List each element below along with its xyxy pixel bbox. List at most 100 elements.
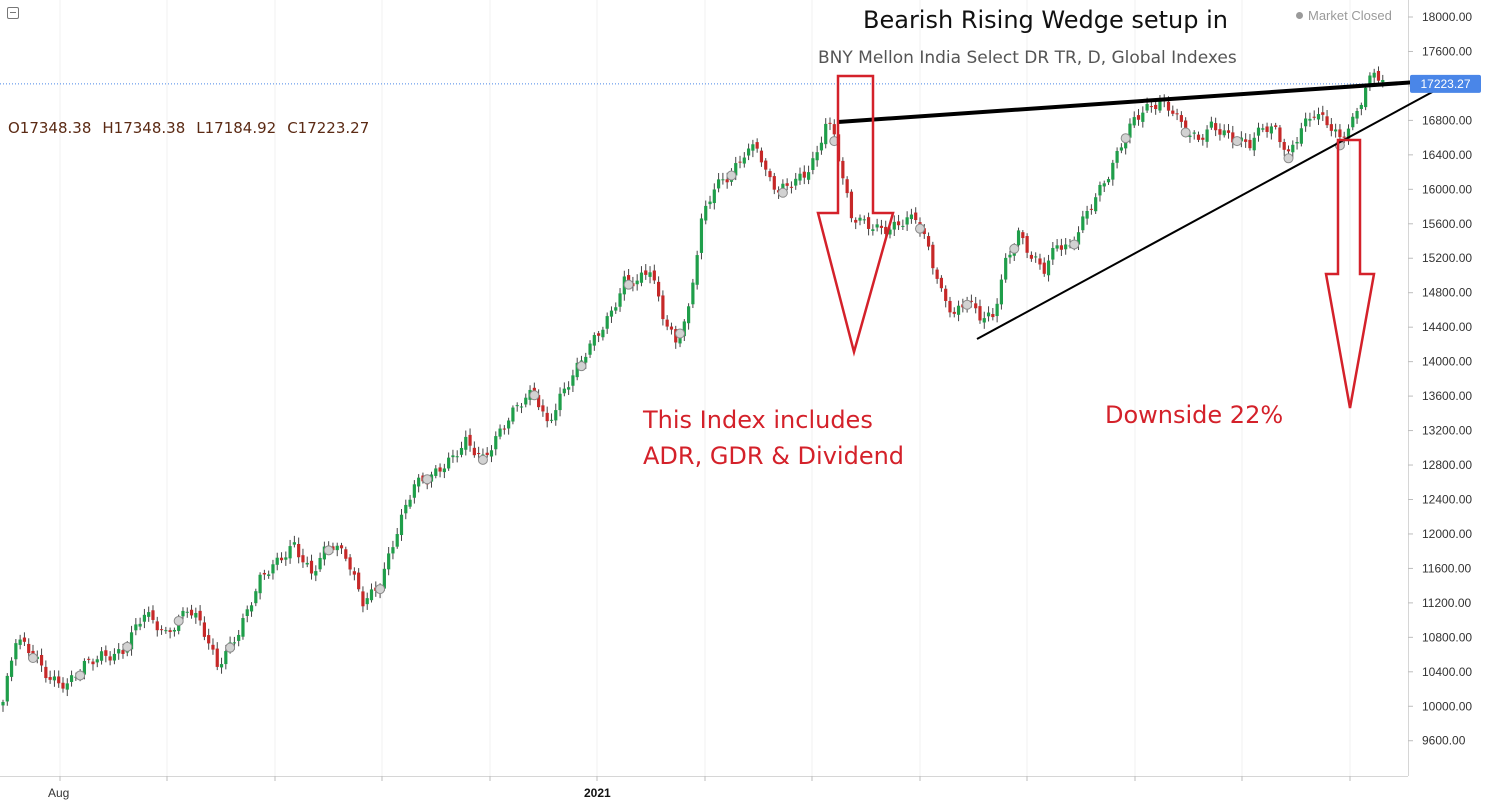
candle-body	[806, 172, 811, 180]
candle-body	[1338, 129, 1342, 138]
candle-body	[712, 189, 716, 204]
candle-body	[789, 186, 794, 188]
candle-body	[952, 311, 956, 314]
candle-body	[1312, 116, 1316, 118]
candle-body	[1076, 232, 1081, 245]
chart-title: Bearish Rising Wedge setup in	[863, 6, 1228, 34]
candle-body	[515, 405, 519, 407]
candle-body	[1325, 116, 1329, 126]
candle-body	[815, 152, 819, 161]
index-note-line-2: ADR, GDR & Dividend	[643, 442, 905, 470]
candle-body	[999, 279, 1004, 305]
event-marker	[1283, 153, 1294, 164]
candle-body	[344, 549, 348, 559]
candle-body	[888, 229, 892, 235]
candle-body	[348, 557, 352, 570]
candle-body	[1175, 113, 1179, 115]
candle-body	[104, 650, 108, 656]
candle-body	[772, 176, 776, 190]
candle-body	[798, 173, 802, 181]
candle-body	[129, 632, 134, 650]
collapse-icon[interactable]	[7, 7, 19, 19]
status-dot-icon	[1296, 12, 1303, 19]
candle-body	[1308, 118, 1312, 121]
candle-body	[1218, 129, 1222, 135]
candle-body	[1046, 260, 1051, 276]
candle-body	[322, 546, 326, 560]
candle-body	[1171, 110, 1175, 114]
candle-body	[18, 639, 22, 645]
candle-body	[579, 360, 584, 362]
candle-body	[567, 387, 571, 390]
candle-body	[267, 574, 271, 576]
candle-body	[1034, 256, 1038, 258]
y-tick-label: 14000.00	[1422, 355, 1472, 369]
candle-body	[519, 406, 524, 408]
candle-body	[5, 675, 9, 702]
candle-body	[1132, 117, 1136, 126]
candle-body	[605, 316, 609, 329]
candle-body	[207, 635, 211, 644]
y-tick-label: 9600.00	[1422, 734, 1466, 748]
candle-body	[948, 300, 952, 313]
event-marker	[225, 642, 236, 653]
candle-body	[408, 499, 412, 507]
candle-body	[147, 612, 151, 617]
y-tick-label: 10400.00	[1422, 665, 1472, 679]
candle-body	[1038, 258, 1042, 265]
candle-body	[764, 160, 768, 170]
candle-body	[215, 648, 219, 667]
candle-body	[91, 661, 95, 665]
candle-body	[52, 676, 57, 681]
candle-body	[601, 329, 605, 338]
candle-body	[1282, 141, 1286, 150]
candle-body	[44, 666, 48, 679]
event-marker	[323, 545, 334, 556]
candle-body	[1, 701, 5, 706]
candle-body	[746, 148, 751, 156]
candle-body	[1316, 114, 1321, 120]
candle-body	[956, 305, 961, 315]
x-tick-2021: 2021	[584, 786, 611, 800]
candle-body	[716, 179, 721, 189]
candle-body	[1154, 104, 1158, 110]
candle-body	[1304, 118, 1308, 127]
candle-body	[237, 634, 241, 641]
candle-body	[875, 224, 879, 228]
candle-body	[935, 269, 939, 279]
candle-body	[1329, 124, 1333, 131]
candle-body	[1008, 254, 1012, 258]
candle-body	[459, 447, 464, 455]
candle-body	[639, 272, 644, 283]
candle-body	[27, 643, 31, 654]
y-tick-label: 11600.00	[1422, 561, 1471, 575]
candle-body	[1376, 70, 1381, 81]
candle-body	[665, 319, 669, 327]
candle-body	[1265, 126, 1269, 132]
candle-body	[661, 295, 665, 320]
candle-body	[669, 326, 674, 330]
ohlc-high: H17348.38	[102, 119, 186, 137]
event-marker	[1009, 243, 1020, 254]
grid	[59, 0, 1351, 776]
candle-body	[1106, 179, 1111, 183]
candle-body	[305, 562, 309, 565]
y-tick-label: 10000.00	[1422, 699, 1472, 713]
event-marker	[962, 299, 973, 310]
candle-body	[369, 589, 374, 601]
candle-body	[524, 397, 528, 405]
event-marker	[675, 328, 686, 339]
event-marker	[1069, 239, 1080, 250]
candle-body	[1372, 72, 1376, 78]
candle-body	[1226, 130, 1231, 133]
candle-body	[1059, 245, 1063, 250]
candle-body	[1351, 116, 1355, 128]
candle-body	[644, 270, 648, 275]
market-status-label: Market Closed	[1308, 8, 1392, 23]
candle-body	[901, 225, 905, 227]
candle-body	[687, 306, 691, 324]
candle-body	[194, 612, 198, 618]
candle-body	[301, 555, 305, 563]
candle-body	[1128, 123, 1132, 138]
candle-body	[1064, 244, 1068, 250]
